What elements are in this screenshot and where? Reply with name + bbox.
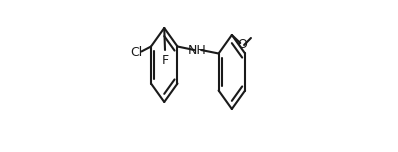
Text: F: F bbox=[162, 54, 169, 67]
Text: O: O bbox=[237, 38, 247, 52]
Text: Cl: Cl bbox=[131, 46, 142, 59]
Text: NH: NH bbox=[188, 43, 207, 57]
